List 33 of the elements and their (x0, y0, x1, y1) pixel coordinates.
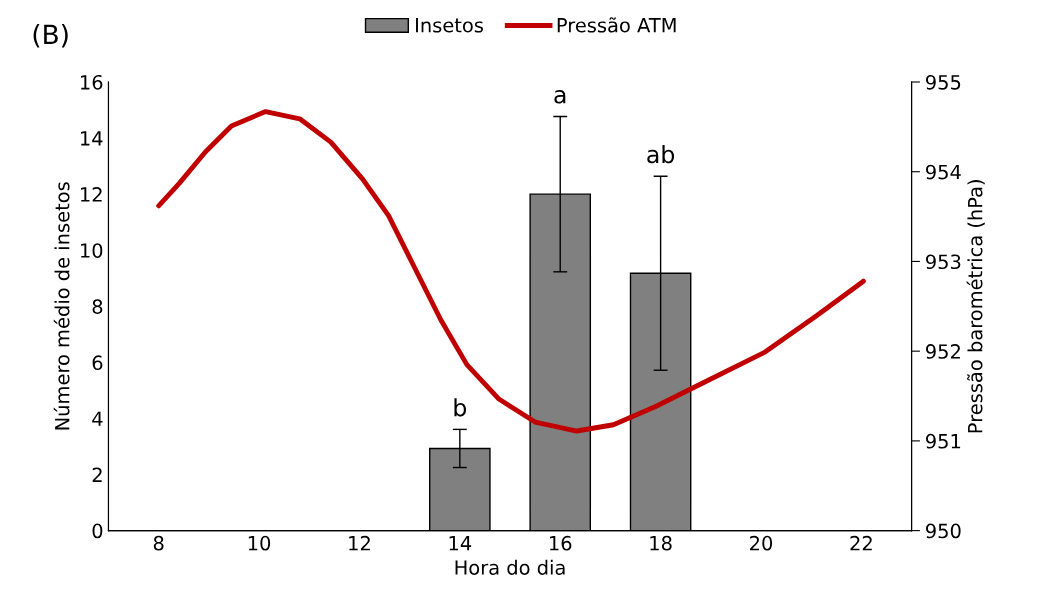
x-tick-label: 8 (153, 535, 164, 551)
x-tick-label: 18 (650, 535, 672, 551)
legend-label: Insetos (416, 18, 483, 33)
x-tick-label: 16 (549, 535, 572, 551)
y2-tick-label: 951 (926, 433, 961, 449)
y2-tick-label: 953 (926, 254, 961, 270)
y-tick-label: 4 (92, 411, 103, 426)
y2-tick-label: 952 (926, 344, 960, 359)
y-tick-label: 16 (81, 74, 103, 90)
y-axis-title: Número médio de insetos (53, 182, 70, 430)
legend-label: Pressão ATM (557, 17, 676, 33)
x-tick-label: 20 (750, 535, 773, 551)
y-tick-label: 0 (92, 523, 103, 539)
x-tick-label: 22 (850, 535, 872, 551)
y-tick-label: 10 (81, 243, 103, 258)
line-series (156, 109, 866, 434)
x-tick-label: 14 (449, 536, 472, 551)
chart-title: (B) (33, 23, 68, 48)
y-tick-label: 6 (92, 355, 103, 371)
y2-tick-label: 955 (926, 74, 961, 90)
y2-tick-label: 950 (926, 523, 961, 539)
y2-tick-label: 954 (926, 164, 961, 180)
y-tick-label: 12 (81, 187, 102, 202)
y-tick-label: 14 (81, 131, 103, 146)
y-tick-label: 8 (92, 299, 103, 314)
annotation: ab (647, 145, 675, 164)
x-tick-label: 12 (349, 535, 370, 551)
y2-axis-title: Pressão barométrica (hPa) (966, 180, 985, 433)
x-tick-label: 10 (248, 535, 271, 551)
annotation: a (554, 90, 566, 104)
annotation: b (454, 398, 467, 417)
x-axis-title: Hora do dia (455, 559, 565, 575)
y-tick-label: 2 (92, 467, 102, 482)
